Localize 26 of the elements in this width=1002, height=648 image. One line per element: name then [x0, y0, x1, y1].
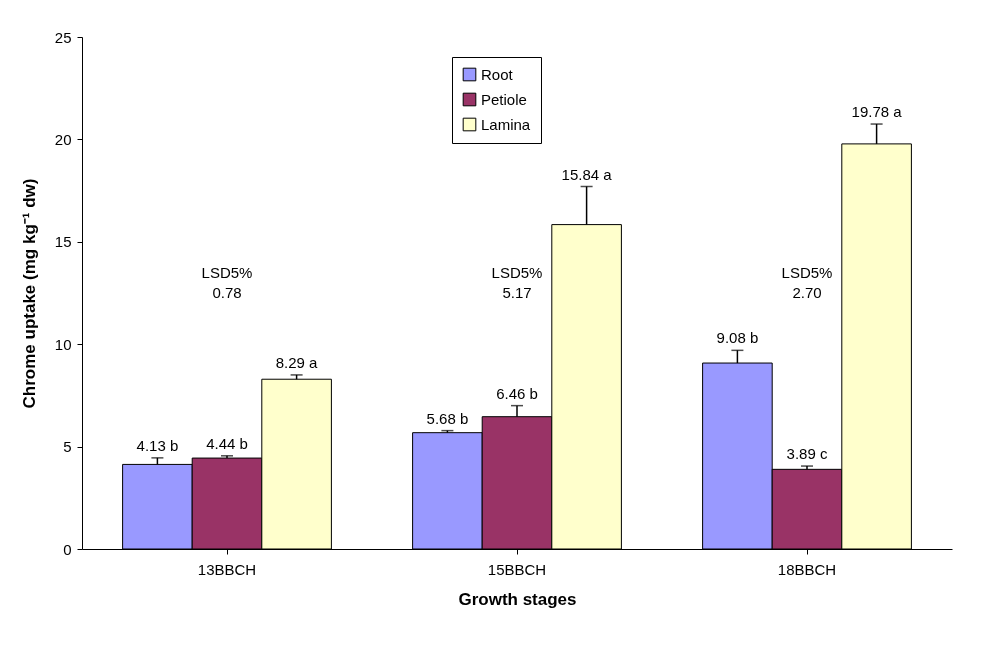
data-label: 15.84 a — [561, 165, 613, 183]
y-axis-title: Chrome uptake (mg kg⁻¹ dw) — [19, 178, 39, 409]
data-label: 5.68 b — [426, 409, 469, 427]
y-tick-label: 25 — [54, 28, 72, 46]
data-label: 9.08 b — [716, 329, 759, 347]
data-label: 19.78 a — [851, 103, 903, 121]
annotation: LSD5% 0.78 — [201, 263, 253, 301]
y-tick-label: 20 — [54, 130, 72, 148]
annotation: LSD5% 2.70 — [781, 263, 833, 301]
data-label: 6.46 b — [496, 384, 538, 402]
y-tick-label: 5 — [63, 438, 72, 456]
annotation: LSD5% 5.17 — [491, 263, 543, 301]
y-tick-label: 10 — [54, 335, 72, 353]
data-label: 4.13 b — [136, 436, 179, 454]
legend-label: Root — [481, 65, 514, 83]
x-axis-title: Growth stages — [458, 589, 577, 609]
data-label: 3.89 c — [786, 445, 828, 463]
y-tick-label: 15 — [54, 233, 72, 251]
x-tick-label: 13BBCH — [197, 560, 257, 578]
legend-label: Petiole — [481, 90, 527, 108]
data-label: 8.29 a — [275, 353, 319, 371]
legend-label: Lamina — [481, 115, 531, 133]
x-tick-label: 18BBCH — [777, 560, 837, 578]
data-label: 4.44 b — [206, 434, 248, 452]
y-tick-label: 0 — [63, 540, 72, 558]
x-tick-label: 15BBCH — [487, 560, 547, 578]
